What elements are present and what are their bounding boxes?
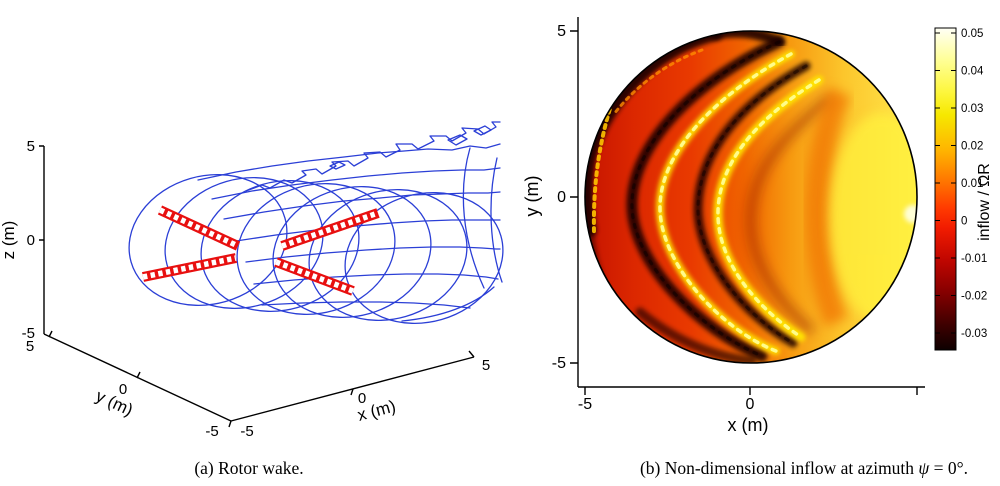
rotor-blade-nw xyxy=(157,205,241,251)
left-plot: 5 0 -5 5 0 -5 -5 0 5 z (m) y (m) x (m) xyxy=(0,121,504,478)
cb-tick: 0.02 xyxy=(961,141,983,153)
faint-red-arc xyxy=(746,94,833,335)
rx-tick-0: 0 xyxy=(746,396,755,413)
z-tick-m5: -5 xyxy=(22,325,35,342)
cb-tick: 0.04 xyxy=(961,66,984,78)
cb-tick: 0.05 xyxy=(961,28,983,40)
wake-vortex-kink xyxy=(447,134,468,146)
wake-vortex-kink xyxy=(329,161,346,170)
cb-tick: 0.01 xyxy=(961,178,983,190)
z-axis-label: z (m) xyxy=(0,221,18,260)
wake-streamline xyxy=(253,273,499,285)
right-tick-marks xyxy=(570,30,918,395)
rotor-blade-sw xyxy=(141,253,238,282)
inflow-disk xyxy=(584,30,918,364)
colorbar-tick-marks xyxy=(935,32,956,334)
dark-rim-band xyxy=(585,31,723,237)
left-axes xyxy=(39,145,475,428)
wake-loop xyxy=(236,182,396,316)
cb-tick: -0.01 xyxy=(961,253,987,265)
cb-tick: 0 xyxy=(961,216,967,228)
x-tick-5: 5 xyxy=(482,357,490,374)
bright-spot xyxy=(904,205,917,223)
cb-tick: -0.03 xyxy=(961,328,987,340)
rotor-blade-se xyxy=(274,257,355,296)
wake-streamline xyxy=(235,219,501,242)
caption-b-suffix: = 0°. xyxy=(929,458,968,478)
left-rim-speckles xyxy=(591,100,614,234)
right-axes xyxy=(570,17,925,395)
colorbar-label: inflow / ΩR xyxy=(976,163,993,241)
blade-hatch xyxy=(142,255,237,280)
wake-vortex-kink xyxy=(473,125,492,136)
y-axis-label-left: y (m) xyxy=(93,386,136,420)
caption-a: (a) Rotor wake. xyxy=(194,458,303,478)
orange-band-right xyxy=(805,86,851,327)
yellow-speckles xyxy=(716,78,821,339)
rx-tick-m5: -5 xyxy=(578,396,592,413)
y-tick-m5: -5 xyxy=(205,423,218,440)
z-tick-0: 0 xyxy=(27,232,35,249)
z-tick-5: 5 xyxy=(27,138,35,155)
dark-arc-2 xyxy=(693,61,811,348)
cb-tick: 0.03 xyxy=(961,103,983,115)
colorbar-bar xyxy=(934,27,957,351)
blade-hatch xyxy=(275,259,354,294)
wake-streamline xyxy=(197,143,501,181)
yellow-speckles xyxy=(658,52,793,353)
right-plot: 5 0 -5 -5 0 y (m) x (m) xyxy=(522,17,993,478)
caption-b: (b) Non-dimensional inflow at azimuth ψ … xyxy=(640,458,968,478)
disk-outline xyxy=(584,30,918,364)
wake-streamline xyxy=(261,301,471,309)
wake-streamline xyxy=(245,246,501,263)
wake-streamline xyxy=(223,191,501,220)
ry-tick-0: 0 xyxy=(557,189,566,206)
colorbar: 0.05 0.04 0.03 0.02 0.01 0 -0.01 -0.02 -… xyxy=(934,27,993,351)
cb-tick: -0.02 xyxy=(961,291,987,303)
wake-streamline xyxy=(211,167,501,200)
axis-tick-marks xyxy=(39,145,475,428)
rotor-blade-ne xyxy=(280,208,380,251)
rotor-blades xyxy=(141,205,380,296)
ry-tick-m5: -5 xyxy=(552,355,566,372)
caption-b-prefix: (b) Non-dimensional inflow at azimuth xyxy=(640,458,918,478)
x-tick-0: 0 xyxy=(358,390,366,407)
wake-loop xyxy=(344,191,504,325)
wake-far-curve xyxy=(401,286,495,322)
speckle-lines xyxy=(591,40,821,358)
dark-speckles xyxy=(630,40,781,358)
wake-loop xyxy=(272,185,432,319)
x-axis-label-right: x (m) xyxy=(728,415,769,435)
y-axis-label-right: y (m) xyxy=(522,176,542,217)
y-tick-5: 5 xyxy=(26,338,34,355)
yellow-right-region xyxy=(830,113,917,323)
caption-b-psi: ψ xyxy=(918,458,930,478)
blade-hatch xyxy=(158,207,240,249)
blade-hatch xyxy=(281,210,379,249)
wake-vortex-rollup xyxy=(245,121,501,192)
x-tick-m5: -5 xyxy=(240,423,253,440)
y-tick-0: 0 xyxy=(119,381,127,398)
wake-loop xyxy=(128,173,288,307)
wake-far-curve xyxy=(490,157,503,283)
ry-tick-5: 5 xyxy=(557,23,566,40)
top-rim-speckles xyxy=(612,48,704,116)
wake-far-curve xyxy=(462,147,485,289)
dark-bottom-rim xyxy=(635,307,757,363)
